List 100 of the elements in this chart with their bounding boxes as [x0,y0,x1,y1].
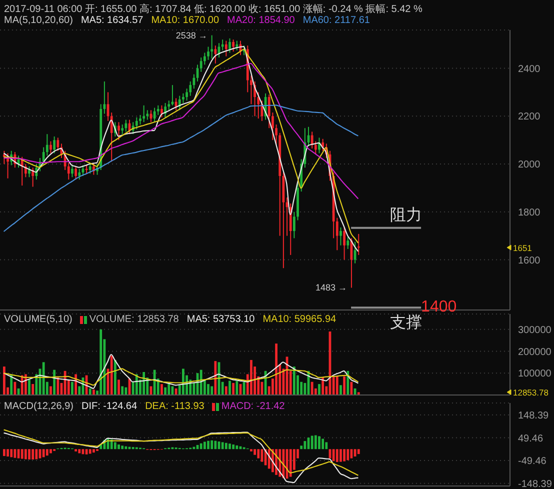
bar [56,377,60,395]
y-tick-label: 100000 [518,368,552,380]
bar [164,387,166,395]
candlestick [153,107,156,123]
text: MA10: 59965.94 [262,314,336,325]
chart-title: 2017-09-11 06:00 开: 1655.00 高: 1707.84 低: 1620.00 收: 1651.00 涨幅: -0.24 % 振幅: 5.42 % [4,2,422,16]
bar [203,442,206,450]
bar [200,443,202,450]
candlestick [135,116,138,130]
bar [207,440,210,450]
bar [340,449,342,462]
bar [168,382,170,395]
text: DIF: -124.64 [81,401,138,412]
bar [14,449,16,458]
bar [50,386,52,395]
line-series [3,62,359,200]
candlestick [156,104,160,116]
text: 12853.78 [513,388,549,398]
y-tick-label: 2400 [518,64,541,75]
candlestick [78,168,81,180]
bar [14,382,16,395]
y-tick-label: 300000 [518,324,552,336]
line-series [3,354,359,389]
bar [357,392,360,395]
bar [92,449,95,453]
candlestick [50,140,52,154]
candlestick [164,102,166,118]
y-tick-label: 2200 [518,112,541,123]
candlestick [357,233,360,256]
bar [310,382,314,395]
bar [92,390,95,395]
bar [32,384,34,395]
candlestick [207,46,210,60]
bar [207,384,210,395]
bar [214,361,217,395]
ref-line-label: 支撑 [390,314,422,332]
bar [343,376,346,395]
bar [88,388,92,395]
candlestick [224,40,228,57]
bar [118,380,120,395]
text: MA5: 53753.10 [186,314,255,325]
bar [340,385,342,395]
bar [343,449,346,462]
legend-title: VOLUME(5,10) [4,314,72,325]
bar [28,380,30,395]
bar [257,449,260,458]
candlestick [142,104,146,123]
bar [121,386,124,395]
candlestick [322,138,324,152]
bar [214,440,217,450]
bar [322,438,324,450]
y-tick-label: 200000 [518,346,552,358]
candlestick [74,166,77,180]
candlestick [35,164,38,180]
bar [200,370,202,395]
bar [242,382,246,395]
annotation: 2538 → [176,30,208,40]
bar [135,374,138,395]
bar [114,360,116,395]
candlestick [160,104,163,118]
candlestick [28,166,30,178]
bar [236,380,238,395]
bar [53,370,56,395]
bar [10,449,13,458]
bar [28,449,30,460]
candlestick [110,112,113,162]
candlestick [56,137,60,152]
candlestick [121,124,124,135]
y-tick-label: -49.46 [518,456,547,468]
bar [346,449,350,460]
bar [124,387,128,395]
text: MA20: 1854.90 [227,15,295,26]
bar [232,444,235,450]
bar [110,439,113,450]
text: DEA: -113.93 [145,401,204,412]
bar [228,444,231,450]
bar [346,370,350,395]
candlestick [210,34,214,60]
bar [250,360,252,395]
bar [35,449,38,460]
candlestick [71,164,74,178]
line-series [3,429,359,476]
line-series [3,432,359,484]
bar [310,436,314,450]
candlestick [124,119,128,132]
bar [289,449,292,477]
candlestick [228,38,231,54]
bar [221,442,224,450]
text: MA5: 1634.57 [80,15,144,26]
bar [192,446,196,450]
candlestick [340,226,342,246]
bar [3,449,6,456]
text: 1400 [421,298,457,316]
bar [332,449,335,462]
legend-label: MACD: -21.42 [221,401,285,412]
bar [336,376,338,395]
bar [210,386,214,395]
text: MA60: 2117.61 [302,15,370,26]
annotation: 1483 → [316,282,348,293]
y-tick-label: 2000 [518,160,541,171]
